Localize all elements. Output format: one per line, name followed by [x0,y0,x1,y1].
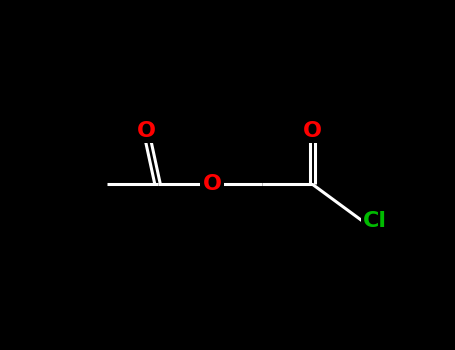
Text: O: O [202,174,222,195]
Text: Cl: Cl [363,211,387,231]
Text: O: O [136,120,156,141]
Text: O: O [303,120,322,141]
